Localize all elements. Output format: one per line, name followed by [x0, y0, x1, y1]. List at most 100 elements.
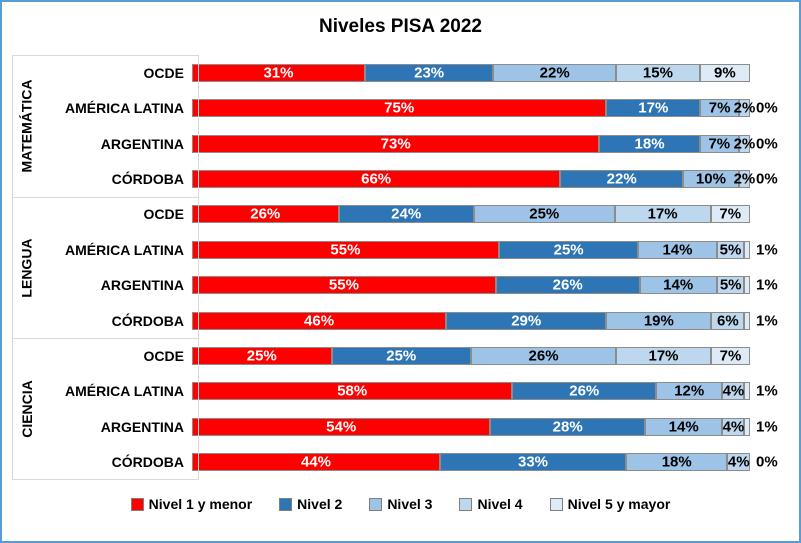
- bar-segment-nivel-2: [498, 240, 639, 259]
- bar-segment-nivel-2: [560, 169, 684, 188]
- data-label: 33%: [517, 453, 549, 471]
- group-label: LENGUA: [12, 197, 42, 339]
- stacked-bar: 55% 26% 14% 5% 1%: [192, 276, 778, 295]
- category-label: CÓRDOBA: [111, 170, 184, 187]
- group-rows: OCDE 26% 24% 25% 17% 7% AMÉRICA LATINA 55% 25% 14…: [4, 197, 797, 339]
- bar-row: CÓRDOBA 66% 22% 10% 2% 0%: [4, 161, 797, 196]
- bar-segment-nivel-2: [606, 99, 701, 118]
- bar-segment-nivel-2: [495, 276, 640, 295]
- data-label: 26%: [569, 382, 600, 400]
- bar-segment-nivel-3: [638, 240, 717, 259]
- data-label: 75%: [384, 99, 415, 117]
- data-label: 10%: [695, 170, 726, 188]
- stacked-bar: 26% 24% 25% 17% 7%: [192, 205, 750, 224]
- data-label: 18%: [661, 453, 692, 471]
- bar-segment-nivel-5: [699, 63, 750, 82]
- bar-segment-nivel-1: [192, 134, 600, 153]
- legend: Nivel 1 y menor Nivel 2 Nivel 3 Nivel 4 Nive…: [2, 496, 799, 512]
- group-3: CIENCIA OCDE 25% 25% 26% 17% 7% AMÉRICA LATINA 5…: [4, 338, 797, 480]
- bar-segment-nivel-3: [700, 99, 739, 118]
- category-label: AMÉRICA LATINA: [65, 100, 184, 117]
- legend-label: Nivel 2: [297, 496, 343, 512]
- bar-segment-nivel-3: [683, 169, 739, 188]
- bar-segment-nivel-3: [626, 453, 728, 472]
- stacked-bar: 54% 28% 14% 4% 1%: [192, 417, 778, 436]
- bar-segment-nivel-1: [192, 382, 513, 401]
- bar-segment-nivel-3: [699, 134, 739, 153]
- bar-segment-nivel-4: [616, 347, 711, 366]
- stacked-bar: 31% 23% 22% 15% 9%: [192, 63, 750, 82]
- stacked-bar: 44% 33% 18% 4% 0%: [192, 453, 778, 472]
- category-label: AMÉRICA LATINA: [65, 241, 184, 258]
- data-label: 25%: [246, 347, 277, 365]
- group-label-text: MATEMÁTICA: [19, 79, 35, 173]
- data-label: 9%: [714, 64, 736, 82]
- data-label: 26%: [552, 276, 583, 294]
- data-label: 14%: [663, 276, 694, 294]
- stacked-bar: 46% 29% 19% 6% 1%: [192, 311, 778, 330]
- bar-segment-nivel-5: [744, 276, 750, 295]
- bar-segment-nivel-3: [471, 347, 617, 366]
- data-label: 1%: [756, 312, 778, 330]
- legend-label: Nivel 1 y menor: [148, 496, 253, 512]
- data-label: 58%: [337, 382, 368, 400]
- data-label: 14%: [662, 241, 693, 259]
- data-label: 54%: [326, 418, 357, 436]
- category-label: ARGENTINA: [100, 277, 184, 294]
- data-label: 26%: [250, 205, 281, 223]
- bar-groups: MATEMÁTICA OCDE 31% 23% 22% 15% 9% AMÉRICA LATI…: [4, 55, 797, 480]
- stacked-bar: 58% 26% 12% 4% 1%: [192, 382, 778, 401]
- group-1: MATEMÁTICA OCDE 31% 23% 22% 15% 9% AMÉRICA LATI…: [4, 55, 797, 197]
- data-label: 66%: [361, 170, 392, 188]
- bar-segment-nivel-3: [473, 205, 615, 224]
- bar-segment-nivel-3: [606, 311, 712, 330]
- bar-segment-nivel-4: [722, 417, 745, 436]
- stacked-bar: 75% 17% 7% 2% 0%: [192, 99, 778, 118]
- data-label: 55%: [328, 276, 359, 294]
- legend-item: Nivel 1 y menor: [130, 496, 253, 512]
- legend-item: Nivel 5 y mayor: [549, 496, 670, 512]
- group-label-text: LENGUA: [19, 237, 35, 298]
- data-label: 0%: [756, 135, 778, 153]
- group-2: LENGUA OCDE 26% 24% 25% 17% 7% AMÉRICA LATINA 55…: [4, 196, 797, 339]
- category-label: CÓRDOBA: [111, 454, 184, 471]
- bar-segment-nivel-1: [192, 169, 561, 188]
- bar-segment-nivel-1: [192, 453, 440, 472]
- bar-segment-nivel-3: [639, 276, 717, 295]
- bar-segment-nivel-4: [722, 382, 745, 401]
- legend-swatch-icon: [369, 497, 383, 511]
- plot-area: MATEMÁTICA OCDE 31% 23% 22% 15% 9% AMÉRICA LATI…: [4, 55, 797, 480]
- data-label: 28%: [552, 418, 583, 436]
- bar-row: OCDE 31% 23% 22% 15% 9%: [4, 55, 797, 90]
- bar-segment-nivel-2: [440, 453, 626, 472]
- bar-segment-nivel-5: [710, 347, 750, 366]
- chart-title: Niveles PISA 2022: [318, 16, 482, 37]
- bar-segment-nivel-5: [744, 240, 750, 259]
- bar-row: ARGENTINA 54% 28% 14% 4% 1%: [4, 409, 797, 444]
- bar-segment-nivel-4: [738, 134, 750, 153]
- category-label: ARGENTINA: [100, 135, 184, 152]
- bar-segment-nivel-2: [599, 134, 700, 153]
- data-label: 25%: [386, 347, 417, 365]
- legend-swatch-icon: [459, 497, 473, 511]
- category-label: AMÉRICA LATINA: [65, 383, 184, 400]
- group-rows: OCDE 31% 23% 22% 15% 9% AMÉRICA LATINA 75% 17% 7%…: [4, 55, 797, 197]
- bar-segment-nivel-3: [645, 417, 723, 436]
- bar-segment-nivel-2: [446, 311, 607, 330]
- bar-segment-nivel-5: [710, 205, 750, 224]
- legend-swatch-icon: [549, 497, 563, 511]
- data-label: 23%: [414, 64, 445, 82]
- data-label: 7%: [719, 347, 742, 365]
- bar-segment-nivel-1: [192, 276, 496, 295]
- bar-segment-nivel-4: [727, 453, 750, 472]
- legend-item: Nivel 2: [279, 496, 342, 512]
- data-label: 1%: [756, 382, 778, 400]
- data-label: 2%: [733, 99, 756, 117]
- bar-segment-nivel-1: [192, 63, 365, 82]
- data-label: 25%: [553, 241, 584, 259]
- legend-swatch-icon: [279, 497, 293, 511]
- data-label: 1%: [756, 276, 778, 294]
- stacked-bar: 73% 18% 7% 2% 0%: [192, 134, 778, 153]
- bar-segment-nivel-2: [338, 205, 474, 224]
- data-label: 4%: [722, 418, 745, 436]
